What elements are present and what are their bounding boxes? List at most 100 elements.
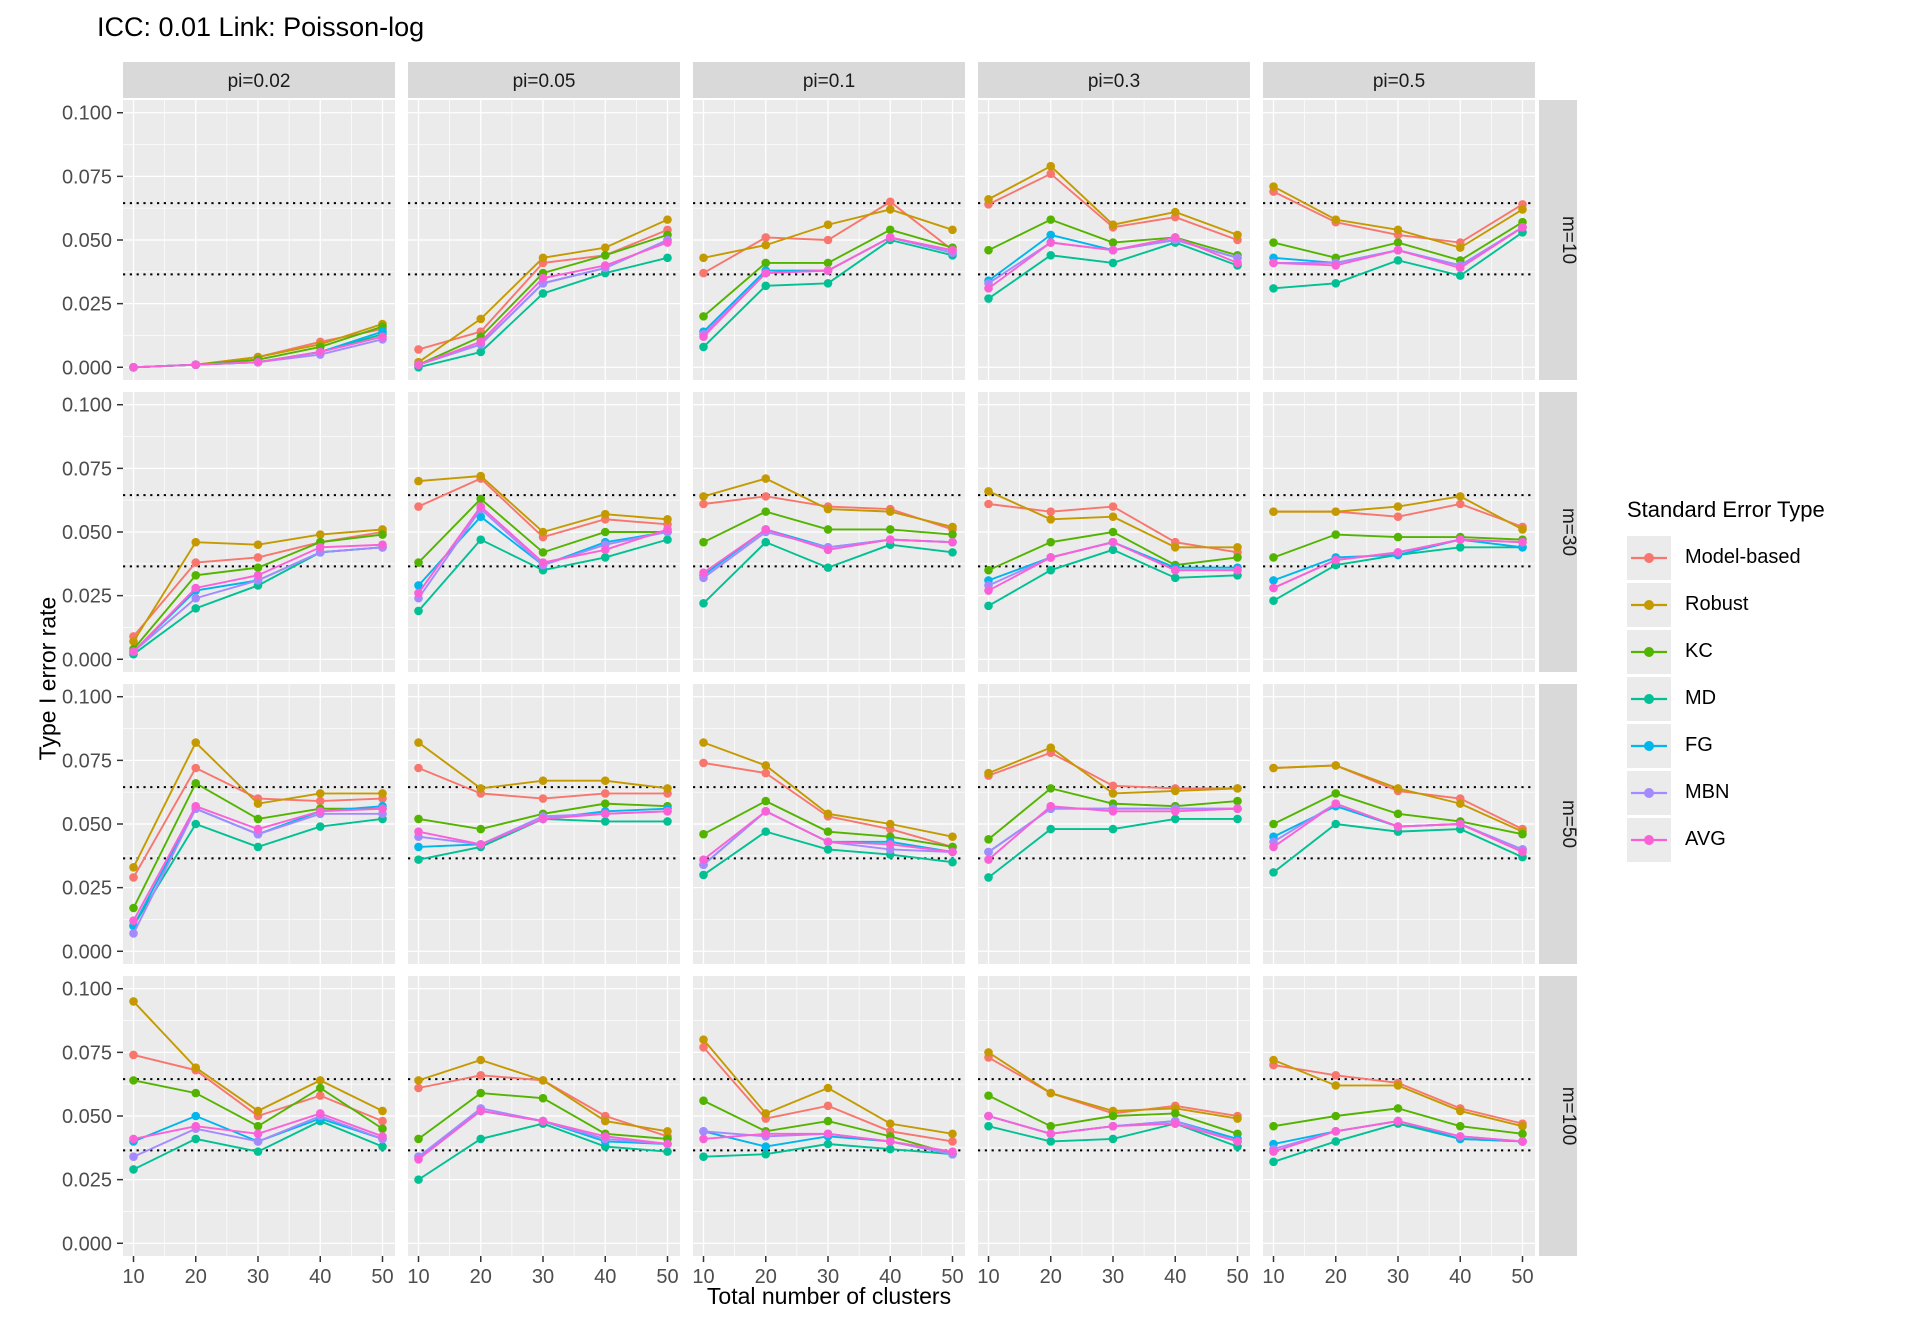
data-point <box>1108 789 1118 798</box>
data-point <box>191 537 201 547</box>
data-point <box>1108 781 1118 791</box>
data-point <box>1455 1121 1465 1131</box>
data-point <box>984 586 993 595</box>
data-point <box>885 1119 895 1128</box>
y-tick-label: 0.000 <box>62 649 112 671</box>
data-point <box>414 842 423 852</box>
data-point <box>1233 258 1242 268</box>
data-point <box>1170 786 1180 796</box>
y-tick-label: 0.050 <box>62 814 112 836</box>
legend-key-swatch <box>1627 770 1671 815</box>
data-point <box>600 799 610 808</box>
data-point <box>1046 1088 1056 1098</box>
data-point <box>823 809 833 819</box>
data-point <box>414 476 423 486</box>
data-point <box>1108 1111 1118 1121</box>
series-MD <box>414 535 672 616</box>
x-tick-label: 10 <box>977 1266 999 1288</box>
legend-label: FG <box>1685 734 1713 756</box>
x-axis-title: Total number of clusters <box>706 1283 952 1309</box>
data-point <box>1393 1116 1403 1126</box>
data-point <box>476 1106 486 1116</box>
data-point <box>823 1083 833 1093</box>
data-point <box>823 827 833 836</box>
y-tick-label: 0.100 <box>62 687 112 709</box>
data-point <box>823 1101 833 1111</box>
series-MD <box>984 545 1242 611</box>
gridlines <box>693 684 965 964</box>
data-point <box>1269 819 1278 829</box>
data-point <box>1269 763 1278 773</box>
data-point <box>378 1116 387 1126</box>
data-point <box>1393 822 1403 831</box>
data-point <box>414 588 423 598</box>
data-point <box>1455 1106 1465 1116</box>
data-point <box>191 570 201 580</box>
data-point <box>600 809 610 819</box>
data-point <box>1455 499 1465 509</box>
data-point <box>253 357 263 367</box>
data-point <box>761 537 771 547</box>
series-AVG <box>129 1109 387 1144</box>
data-point <box>538 273 548 283</box>
data-point <box>253 799 263 808</box>
data-point <box>1518 222 1527 232</box>
data-point <box>1170 542 1180 552</box>
data-point <box>1269 284 1278 293</box>
x-tick-label: 50 <box>371 1266 393 1288</box>
data-point <box>1233 1114 1242 1123</box>
series-Robust <box>129 738 387 872</box>
data-point <box>1233 565 1242 575</box>
gridlines <box>123 100 395 380</box>
data-point <box>1170 565 1180 575</box>
x-tick-label: 20 <box>1040 1266 1062 1288</box>
data-point <box>948 832 957 842</box>
data-point <box>699 855 708 864</box>
data-point <box>1455 819 1465 829</box>
facet-row-strip: m=100 <box>1539 976 1579 1256</box>
data-point <box>823 1116 833 1126</box>
data-point <box>984 873 993 882</box>
data-point <box>538 527 548 537</box>
data-point <box>129 1165 138 1174</box>
x-tick-label: 20 <box>1325 1266 1347 1288</box>
data-point <box>414 1076 423 1085</box>
data-point <box>699 1035 708 1044</box>
data-point <box>191 819 201 829</box>
data-point <box>1233 814 1242 824</box>
data-point <box>600 545 610 555</box>
series-AVG <box>129 801 387 926</box>
x-tick-label: 30 <box>1387 1266 1409 1288</box>
data-point <box>476 494 486 504</box>
data-point <box>1331 530 1341 539</box>
data-point <box>1393 238 1403 247</box>
data-point <box>1233 230 1242 240</box>
data-point <box>663 238 672 247</box>
data-point <box>885 197 895 207</box>
series-AVG <box>984 233 1242 293</box>
data-point <box>1269 576 1278 585</box>
data-point <box>1269 868 1278 877</box>
data-point <box>129 862 138 872</box>
data-point <box>191 604 201 613</box>
data-point <box>1331 555 1341 565</box>
series-AVG <box>699 1129 957 1156</box>
axis-ticks: 10 20 30 40 50 10 20 30 40 50 10 20 30 40 50 10 20 30 40 50… <box>62 103 1534 1288</box>
data-point <box>1046 1121 1056 1131</box>
data-point <box>191 1111 201 1121</box>
data-point <box>699 598 708 608</box>
legend-item: MBN <box>1627 770 1917 815</box>
data-point <box>948 245 957 255</box>
y-axis-title: Type I error rate <box>34 596 61 761</box>
data-point <box>984 855 993 864</box>
y-tick-label: 0.050 <box>62 1106 112 1128</box>
data-point <box>663 253 672 263</box>
data-point <box>823 235 833 245</box>
data-point <box>1393 225 1403 235</box>
data-point <box>699 492 708 501</box>
data-point <box>1108 512 1118 522</box>
data-point <box>414 345 423 354</box>
data-point <box>476 824 486 834</box>
data-point <box>414 1083 423 1093</box>
